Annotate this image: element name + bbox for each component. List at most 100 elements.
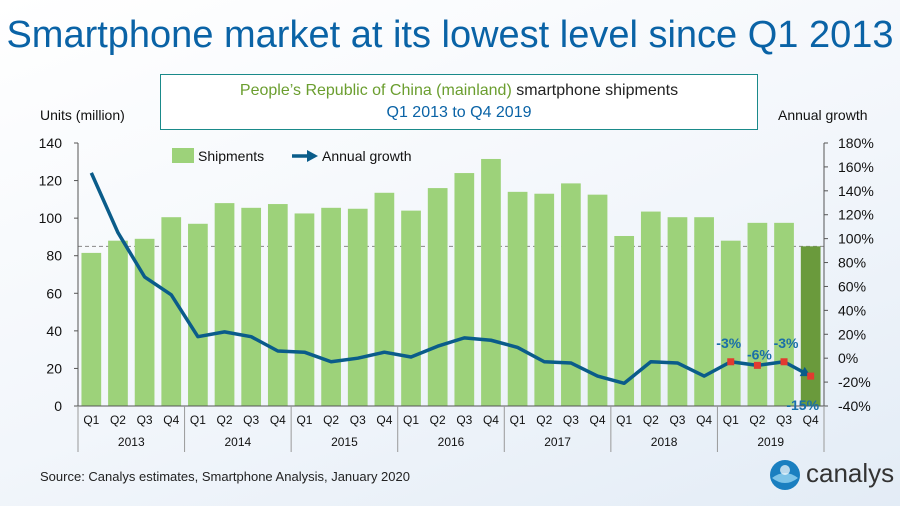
shipment-bar	[561, 183, 581, 406]
right-tick-label: 0%	[838, 350, 858, 366]
year-label: 2015	[331, 435, 358, 449]
right-tick-label: 100%	[838, 231, 874, 247]
legend-shipments-swatch	[172, 148, 194, 163]
growth-annotation: -15%	[786, 397, 819, 413]
right-tick-label: 20%	[838, 326, 866, 342]
shipment-bar	[747, 222, 768, 406]
quarter-label: Q3	[669, 413, 685, 427]
quarter-label: Q4	[590, 413, 606, 427]
year-label: 2019	[757, 435, 784, 449]
shipment-bar	[188, 223, 208, 406]
shipment-bar	[81, 252, 102, 406]
shipment-bar	[694, 217, 714, 406]
quarter-label: Q3	[350, 413, 366, 427]
shipment-bar	[347, 208, 368, 406]
quarter-label: Q4	[696, 413, 712, 427]
left-tick-label: 140	[39, 135, 63, 151]
subtitle-country: People’s Republic of China (mainland)	[239, 82, 512, 99]
subtitle-description: smartphone shipments	[516, 82, 679, 99]
left-tick-label: 20	[46, 360, 62, 376]
legend-shipments-label: Shipments	[198, 148, 264, 164]
year-label: 2014	[225, 435, 252, 449]
annual-growth-line	[89, 172, 812, 386]
right-tick-label: 140%	[838, 183, 874, 199]
quarter-label: Q2	[430, 413, 446, 427]
quarter-label: Q4	[376, 413, 392, 427]
quarter-label: Q2	[217, 413, 233, 427]
page-title: Smartphone market at its lowest level si…	[6, 14, 894, 56]
growth-marker-2019	[753, 361, 761, 369]
subtitle-dates: Q1 2013 to Q4 2019	[386, 104, 532, 121]
right-tick-label: 40%	[838, 302, 866, 318]
shipment-bar	[774, 222, 794, 406]
shipment-bar	[640, 211, 661, 406]
left-tick-label: 120	[39, 173, 63, 189]
shipment-bar	[481, 158, 501, 406]
shipment-bar	[507, 191, 528, 406]
quarter-label: Q4	[803, 413, 819, 427]
quarter-label: Q2	[749, 413, 765, 427]
quarter-label: Q2	[643, 413, 659, 427]
right-axis-label: Annual growth	[778, 107, 868, 123]
shipment-bar	[108, 240, 128, 406]
quarter-label: Q4	[270, 413, 286, 427]
shipment-bar	[667, 217, 688, 406]
quarter-label: Q3	[243, 413, 259, 427]
quarter-label: Q1	[190, 413, 206, 427]
shipment-bar	[800, 246, 821, 406]
quarter-label: Q3	[776, 413, 792, 427]
shipment-bar	[720, 240, 741, 406]
left-axis-label: Units (million)	[40, 107, 125, 123]
right-tick-label: -40%	[838, 398, 871, 414]
right-tick-label: -20%	[838, 374, 871, 390]
left-tick-label: 100	[39, 210, 63, 226]
quarter-label: Q1	[296, 413, 312, 427]
shipment-bar	[161, 217, 182, 406]
quarter-label: Q1	[403, 413, 419, 427]
growth-marker-2019	[727, 358, 735, 366]
right-tick-label: 60%	[838, 278, 866, 294]
shipment-bar	[614, 235, 635, 406]
growth-marker-2019	[780, 358, 788, 366]
quarter-label: Q3	[137, 413, 153, 427]
left-tick-label: 60	[46, 285, 62, 301]
shipment-bar	[587, 194, 608, 406]
left-tick-label: 80	[46, 248, 62, 264]
growth-marker-2019	[807, 372, 815, 380]
quarter-label: Q1	[723, 413, 739, 427]
quarter-label: Q1	[510, 413, 526, 427]
left-tick-label: 40	[46, 323, 62, 339]
subtitle-line-1: People’s Republic of China (mainland) sm…	[161, 80, 757, 102]
legend-growth-arrow	[307, 150, 318, 162]
shipment-bar	[427, 188, 448, 406]
shipment-bar	[267, 204, 288, 406]
year-label: 2013	[118, 435, 145, 449]
quarter-label: Q2	[536, 413, 552, 427]
quarter-label: Q3	[563, 413, 579, 427]
subtitle-box: People’s Republic of China (mainland) sm…	[160, 74, 758, 130]
quarter-label: Q4	[163, 413, 179, 427]
shipment-bar	[401, 210, 421, 406]
year-label: 2017	[544, 435, 571, 449]
shipment-bar	[454, 173, 475, 406]
quarter-label: Q3	[456, 413, 472, 427]
shipment-bar	[241, 207, 262, 406]
legend-growth-label: Annual growth	[322, 148, 412, 164]
growth-annotation: -6%	[747, 346, 772, 362]
growth-annotation: -3%	[774, 335, 799, 351]
canalys-logo-text: canalys	[806, 458, 895, 488]
canalys-logo: canalys	[768, 458, 894, 492]
right-tick-label: 120%	[838, 207, 874, 223]
quarter-label: Q1	[616, 413, 632, 427]
left-tick-label: 0	[54, 398, 62, 414]
shipment-bar	[321, 207, 341, 406]
shipment-bar	[374, 192, 395, 406]
quarter-label: Q2	[110, 413, 126, 427]
quarter-label: Q4	[483, 413, 499, 427]
growth-annotation: -3%	[716, 335, 741, 351]
shipment-bar	[294, 213, 315, 406]
right-tick-label: 180%	[838, 135, 874, 151]
canalys-logo-icon	[770, 460, 800, 490]
quarter-label: Q1	[83, 413, 99, 427]
